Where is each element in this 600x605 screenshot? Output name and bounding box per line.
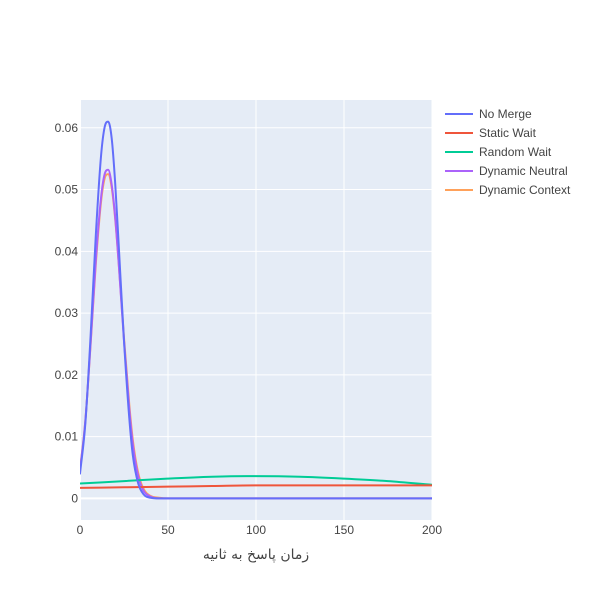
series-line-static-wait bbox=[80, 484, 432, 489]
legend-item-dynamic-neutral[interactable]: Dynamic Neutral bbox=[445, 164, 568, 178]
x-tick-label: 150 bbox=[334, 523, 354, 537]
legend-label: No Merge bbox=[479, 107, 532, 121]
x-tick-label: 200 bbox=[422, 523, 442, 537]
x-tick-labels: 0 50 100 150 200 bbox=[77, 523, 443, 537]
series-line-no-merge bbox=[80, 120, 432, 500]
legend[interactable]: No Merge Static Wait Random Wait Dynamic Ne… bbox=[445, 107, 571, 197]
y-tick-label: 0.04 bbox=[55, 244, 79, 258]
legend-item-no-merge[interactable]: No Merge bbox=[445, 107, 532, 121]
y-tick-label: 0.03 bbox=[55, 306, 79, 320]
y-tick-label: 0.01 bbox=[55, 430, 79, 444]
x-tick-label: 100 bbox=[246, 523, 266, 537]
x-tick-label: 0 bbox=[77, 523, 84, 537]
legend-label: Random Wait bbox=[479, 145, 552, 159]
series-lines bbox=[80, 120, 432, 500]
legend-label: Static Wait bbox=[479, 126, 537, 140]
legend-item-dynamic-context[interactable]: Dynamic Context bbox=[445, 183, 571, 197]
x-axis-title: زمان پاسخ به ثانیه bbox=[203, 547, 309, 563]
legend-label: Dynamic Neutral bbox=[479, 164, 568, 178]
legend-item-random-wait[interactable]: Random Wait bbox=[445, 145, 552, 159]
y-tick-label: 0 bbox=[71, 491, 78, 505]
grid-lines bbox=[79, 100, 433, 520]
legend-label: Dynamic Context bbox=[479, 183, 571, 197]
y-tick-labels: 0 0.01 0.02 0.03 0.04 0.05 0.06 bbox=[55, 121, 79, 506]
y-tick-label: 0.06 bbox=[55, 121, 79, 135]
y-tick-label: 0.02 bbox=[55, 368, 79, 382]
y-tick-label: 0.05 bbox=[55, 183, 79, 197]
x-tick-label: 50 bbox=[161, 523, 175, 537]
legend-item-static-wait[interactable]: Static Wait bbox=[445, 126, 537, 140]
